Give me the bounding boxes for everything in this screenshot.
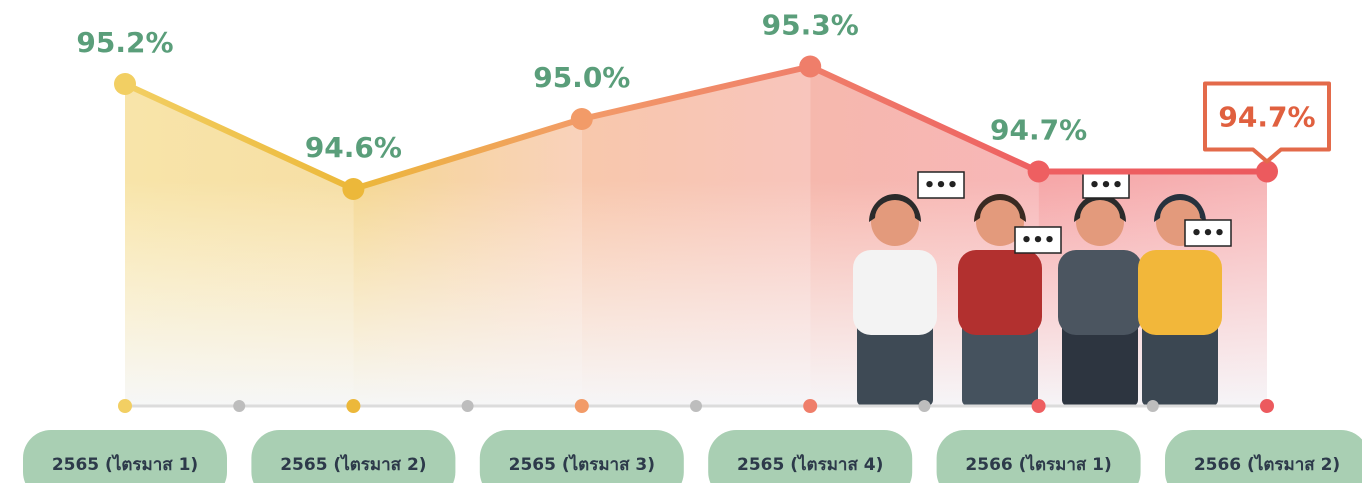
point — [114, 73, 136, 95]
speech-dots: ••• — [924, 175, 959, 196]
figure-legs — [962, 320, 1038, 406]
category-pill — [23, 430, 227, 483]
speech-bubble — [1184, 219, 1232, 247]
speech-bubble — [1014, 226, 1062, 254]
point — [1027, 160, 1050, 183]
figure-body — [853, 250, 937, 335]
x-tick-label: 2565 (ไตรมาส 4) — [737, 454, 883, 475]
category-pill — [936, 430, 1141, 483]
figure-hair — [1074, 194, 1126, 222]
category-dot — [1031, 399, 1046, 413]
point — [799, 55, 822, 78]
value-label: 95.2% — [76, 26, 173, 59]
speech-dots: ••• — [1021, 230, 1056, 251]
figure-hair — [869, 194, 921, 222]
category-dot — [118, 399, 132, 413]
point — [342, 178, 365, 200]
figure-body — [1058, 250, 1142, 335]
category-dot — [803, 399, 818, 413]
baseline-dot — [918, 400, 931, 412]
value-label: 95.0% — [533, 61, 630, 94]
category-pill — [1165, 430, 1362, 483]
figure-head — [871, 198, 919, 246]
line — [123, 63, 1267, 192]
x-tick-label: 2566 (ไตรมาส 2) — [1194, 454, 1340, 475]
figure-legs — [857, 320, 933, 406]
category-dot — [1260, 399, 1274, 413]
callout-box — [1203, 81, 1331, 164]
point — [1256, 160, 1278, 183]
figure-head — [1076, 198, 1124, 246]
baseline-dot — [461, 400, 474, 412]
figure-head — [976, 198, 1024, 246]
baseline-dot — [233, 400, 246, 412]
value-label: 94.7% — [1218, 101, 1315, 134]
x-tick-label: 2565 (ไตรมาส 2) — [280, 454, 426, 475]
category-pill — [708, 430, 913, 483]
speech-bubble — [917, 171, 965, 199]
speech-dots: ••• — [1089, 175, 1124, 196]
value-label: 94.6% — [305, 131, 402, 164]
x-tick-label: 2565 (ไตรมาส 3) — [509, 454, 655, 475]
illustration: ••• ••• ••• ••• — [853, 171, 1232, 406]
value-label: 95.3% — [762, 9, 859, 42]
x-tick-label: 2566 (ไตรมาส 1) — [965, 454, 1111, 475]
category-dot — [346, 399, 361, 413]
category-pill — [479, 430, 684, 483]
baseline-dot — [690, 400, 702, 412]
figure-body — [958, 250, 1042, 335]
baseline-dot — [1146, 400, 1159, 412]
category-pill — [251, 430, 456, 483]
point — [570, 108, 593, 130]
figure-body — [1138, 250, 1222, 335]
figure-legs — [1142, 320, 1218, 406]
figure-hair — [974, 194, 1026, 222]
figure-legs — [1062, 320, 1138, 406]
x-tick-label: 2565 (ไตรมาส 1) — [52, 454, 198, 475]
figure-hair — [1154, 194, 1206, 222]
speech-dots: ••• — [1191, 223, 1226, 244]
category-dot — [574, 399, 589, 413]
speech-bubble — [1082, 171, 1130, 199]
value-label: 94.7% — [990, 114, 1087, 147]
